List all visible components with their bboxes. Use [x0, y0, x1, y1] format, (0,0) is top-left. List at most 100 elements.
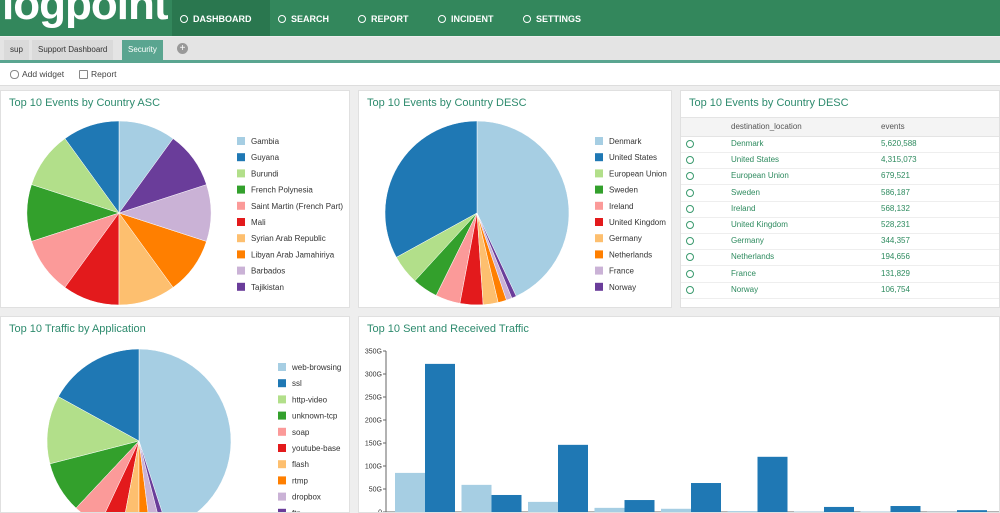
legend-swatch — [595, 137, 603, 145]
widget-title: Top 10 Events by Country ASC — [9, 97, 161, 109]
search-icon[interactable] — [686, 285, 694, 294]
column-header: events — [881, 122, 905, 131]
pie-slice — [46, 396, 140, 465]
tab[interactable]: Security — [122, 40, 163, 60]
legend-swatch — [237, 201, 245, 210]
legend-swatch — [278, 427, 286, 436]
table-cell[interactable]: European Union — [731, 171, 789, 181]
row-divider — [681, 265, 999, 267]
legend-label: Netherlands — [609, 250, 652, 259]
legend-label: Libyan Arab Jamahiriya — [251, 250, 335, 259]
bar — [594, 507, 625, 512]
nav-icon — [278, 15, 286, 23]
nav-label: SEARCH — [291, 14, 330, 24]
chart: 0 50G 100G 150G 200G 250G 300G 350G — [365, 349, 999, 512]
pie-slice — [105, 440, 140, 512]
legend-label: Sweden — [609, 186, 638, 195]
pie-slice — [384, 120, 478, 258]
table-cell: 194,656 — [881, 252, 910, 262]
legend-label: Gambia — [251, 137, 280, 146]
legend-swatch — [595, 153, 603, 162]
search-icon[interactable] — [686, 204, 694, 213]
pie-slice — [476, 212, 517, 299]
nav-item[interactable]: DASHBOARD — [172, 0, 270, 36]
widget: Top 10 Events by Country DESC Denmark Unit… — [358, 90, 672, 308]
tool-button[interactable]: Add widget — [22, 69, 65, 79]
widget: Top 10 Sent and Received Traffic 0 50G 100G… — [358, 316, 1000, 513]
tool-button[interactable]: Report — [91, 69, 117, 79]
table-cell: 4,315,073 — [881, 155, 917, 165]
table-cell[interactable]: Netherlands — [731, 252, 775, 262]
widget-title: Top 10 Traffic by Application — [9, 323, 146, 335]
legend-label: rtmp — [292, 476, 309, 485]
table-cell[interactable]: France — [731, 268, 756, 278]
search-icon[interactable] — [686, 156, 694, 165]
table-header — [681, 117, 999, 137]
nav-icon — [438, 15, 446, 23]
tool-icon — [10, 70, 19, 79]
table-cell[interactable]: United Kingdom — [731, 220, 788, 229]
legend-label: Denmark — [609, 137, 642, 146]
table-cell: 131,829 — [881, 268, 910, 278]
legend-label: Ireland — [609, 202, 633, 211]
nav-item[interactable]: SEARCH — [270, 0, 340, 36]
y-tick-label: 350G — [365, 349, 382, 356]
bar — [425, 363, 455, 512]
bar — [528, 501, 558, 512]
table-cell[interactable]: United States — [731, 155, 780, 165]
row-divider — [681, 233, 999, 234]
legend-swatch — [278, 395, 286, 404]
nav-bar: logpoint DASHBOARD SEARCH REPORT INCIDENT SE… — [0, 0, 1000, 36]
search-icon[interactable] — [686, 172, 694, 181]
legend-swatch — [278, 476, 286, 485]
legend-label: Guyana — [251, 153, 280, 162]
search-icon[interactable] — [686, 269, 694, 278]
row-divider — [681, 184, 999, 186]
table-cell[interactable]: Norway — [731, 284, 759, 294]
tab[interactable]: sup — [4, 40, 29, 60]
search-icon[interactable] — [686, 140, 694, 148]
tab-bar — [0, 37, 1000, 60]
add-tab[interactable]: + — [177, 43, 188, 54]
tab[interactable]: Support Dashboard — [32, 40, 114, 60]
legend-swatch — [595, 201, 603, 210]
y-tick-label: 250G — [365, 395, 382, 402]
pie-slice — [138, 348, 232, 512]
bar — [661, 508, 691, 512]
legend-swatch — [278, 379, 286, 388]
table-cell[interactable]: Denmark — [731, 139, 764, 148]
legend-swatch — [278, 508, 286, 512]
search-icon[interactable] — [686, 221, 694, 229]
nav-item[interactable]: SETTINGS — [515, 0, 590, 36]
search-icon[interactable] — [686, 253, 694, 262]
legend-label: dropbox — [292, 493, 321, 502]
nav-icon — [358, 15, 366, 23]
legend-label: ssl — [292, 379, 302, 388]
logo[interactable]: logpoint — [2, 0, 168, 29]
table-cell[interactable]: Ireland — [731, 203, 756, 213]
bar — [558, 444, 588, 512]
y-tick-label: 300G — [365, 372, 382, 379]
y-tick-label: 100G — [365, 464, 382, 471]
tab-underline — [0, 60, 1000, 63]
legend-label: Mali — [251, 218, 266, 227]
table-cell: 586,187 — [881, 187, 910, 197]
legend-label: Germany — [609, 234, 642, 243]
table-cell: 5,620,588 — [881, 139, 917, 148]
legend-swatch — [595, 234, 603, 243]
search-icon[interactable] — [686, 188, 694, 197]
bar — [624, 500, 655, 512]
table-cell[interactable]: Germany — [731, 236, 764, 246]
table-cell: 568,132 — [881, 203, 910, 213]
search-icon[interactable] — [686, 237, 694, 246]
y-tick-label: 200G — [365, 418, 382, 425]
nav-item[interactable]: INCIDENT — [430, 0, 505, 36]
nav-icon — [523, 15, 531, 23]
legend-swatch — [278, 444, 286, 452]
table-cell[interactable]: Sweden — [731, 187, 760, 197]
chart: web-browsing ssl http-video unknown-tcp soap… — [46, 348, 341, 512]
legend-label: European Union — [609, 169, 667, 178]
nav-item[interactable]: REPORT — [350, 0, 420, 36]
legend-swatch — [595, 250, 603, 259]
